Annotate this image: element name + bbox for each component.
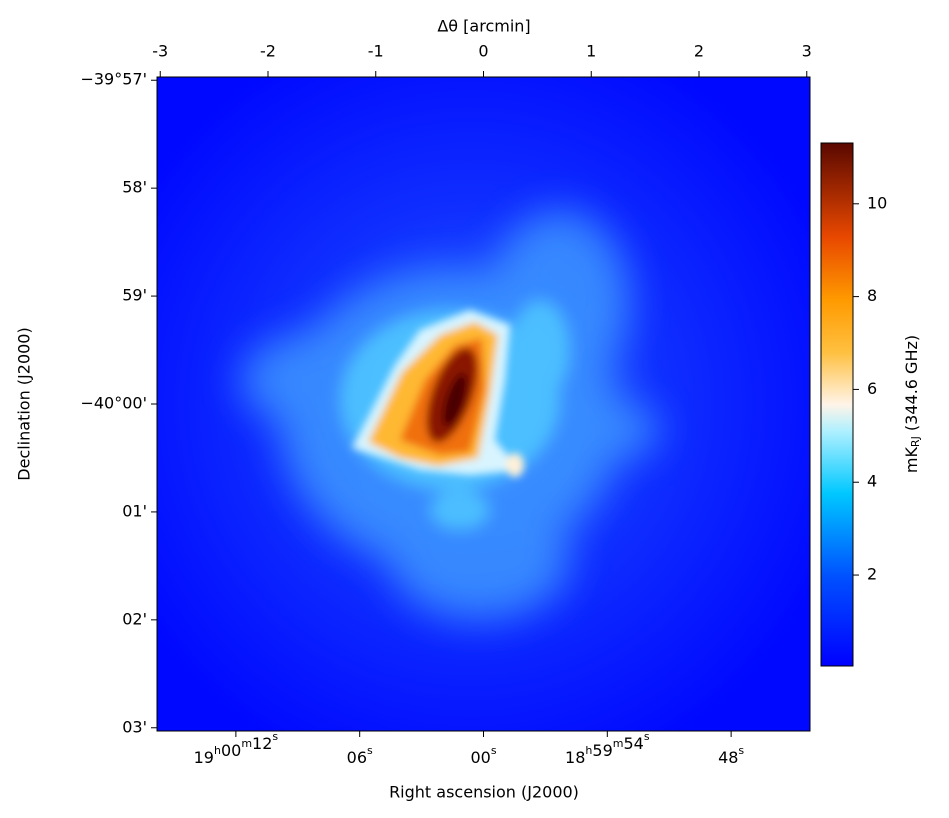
x-tick-label-part: 06 (347, 748, 367, 767)
x-tick-label-part: 00 (221, 741, 241, 760)
x-tick-label-part: s (644, 730, 650, 743)
top-tick-label: -2 (260, 42, 276, 61)
x-tick-label: 48s (718, 744, 744, 767)
x-tick-label-part: h (214, 744, 221, 757)
x-tick-label-part: 12 (252, 734, 272, 753)
y-tick-label: 59' (122, 286, 147, 305)
x-tick-label-part: 48 (718, 748, 738, 767)
x-tick-label-part: s (491, 744, 497, 757)
y-tick-label: −40°00' (80, 394, 147, 413)
colorbar-tick-label: 4 (867, 472, 877, 491)
colorbar-tick-label: 10 (867, 193, 887, 212)
y-tick-label: −39°57' (80, 70, 147, 89)
colorbar-label-rest: (344.6 GHz) (902, 335, 921, 436)
x-tick-label-part: 54 (623, 734, 643, 753)
colorbar-label-sub: RJ (909, 436, 922, 447)
x-tick-label: 00s (470, 744, 496, 767)
x-tick-label-part: 00 (470, 748, 490, 767)
colorbar-tick-label: 8 (867, 286, 877, 305)
top-tick-label: 1 (586, 42, 596, 61)
y-tick-label: 03' (122, 717, 147, 736)
colorbar-tick-label: 6 (867, 379, 877, 398)
sky-image (157, 77, 810, 731)
y-tick-label: 01' (122, 501, 147, 520)
x-tick-label-part: h (585, 744, 592, 757)
x-tick-label-part: m (241, 737, 252, 750)
x-tick-label-part: s (738, 744, 744, 757)
colorbar (820, 142, 854, 667)
x-axis-label: Right ascension (J2000) (389, 783, 579, 802)
top-tick-label: 2 (694, 42, 704, 61)
colorbar-label-main: mK (902, 447, 921, 474)
y-tick-label: 02' (122, 609, 147, 628)
top-tick-label: 0 (478, 42, 488, 61)
x-tick-label: 06s (347, 744, 373, 767)
top-tick-label: -1 (368, 42, 384, 61)
top-tick-label: 3 (802, 42, 812, 61)
x-tick-label: 18h59m54s (565, 730, 650, 767)
top-axis-label: Δθ [arcmin] (437, 17, 530, 36)
x-tick-label-part: s (272, 730, 278, 743)
x-tick-label-part: 18 (565, 748, 585, 767)
x-tick-label-part: m (613, 737, 624, 750)
top-tick-label: -3 (152, 42, 168, 61)
colorbar-label: mKRJ (344.6 GHz) (902, 335, 923, 473)
x-tick-label-part: 59 (592, 741, 612, 760)
colorbar-tick-label: 2 (867, 565, 877, 584)
x-tick-label-part: s (367, 744, 373, 757)
y-axis-label: Declination (J2000) (15, 327, 34, 480)
x-tick-label: 19h00m12s (194, 730, 279, 767)
y-tick-label: 58' (122, 178, 147, 197)
x-tick-label-part: 19 (194, 748, 214, 767)
